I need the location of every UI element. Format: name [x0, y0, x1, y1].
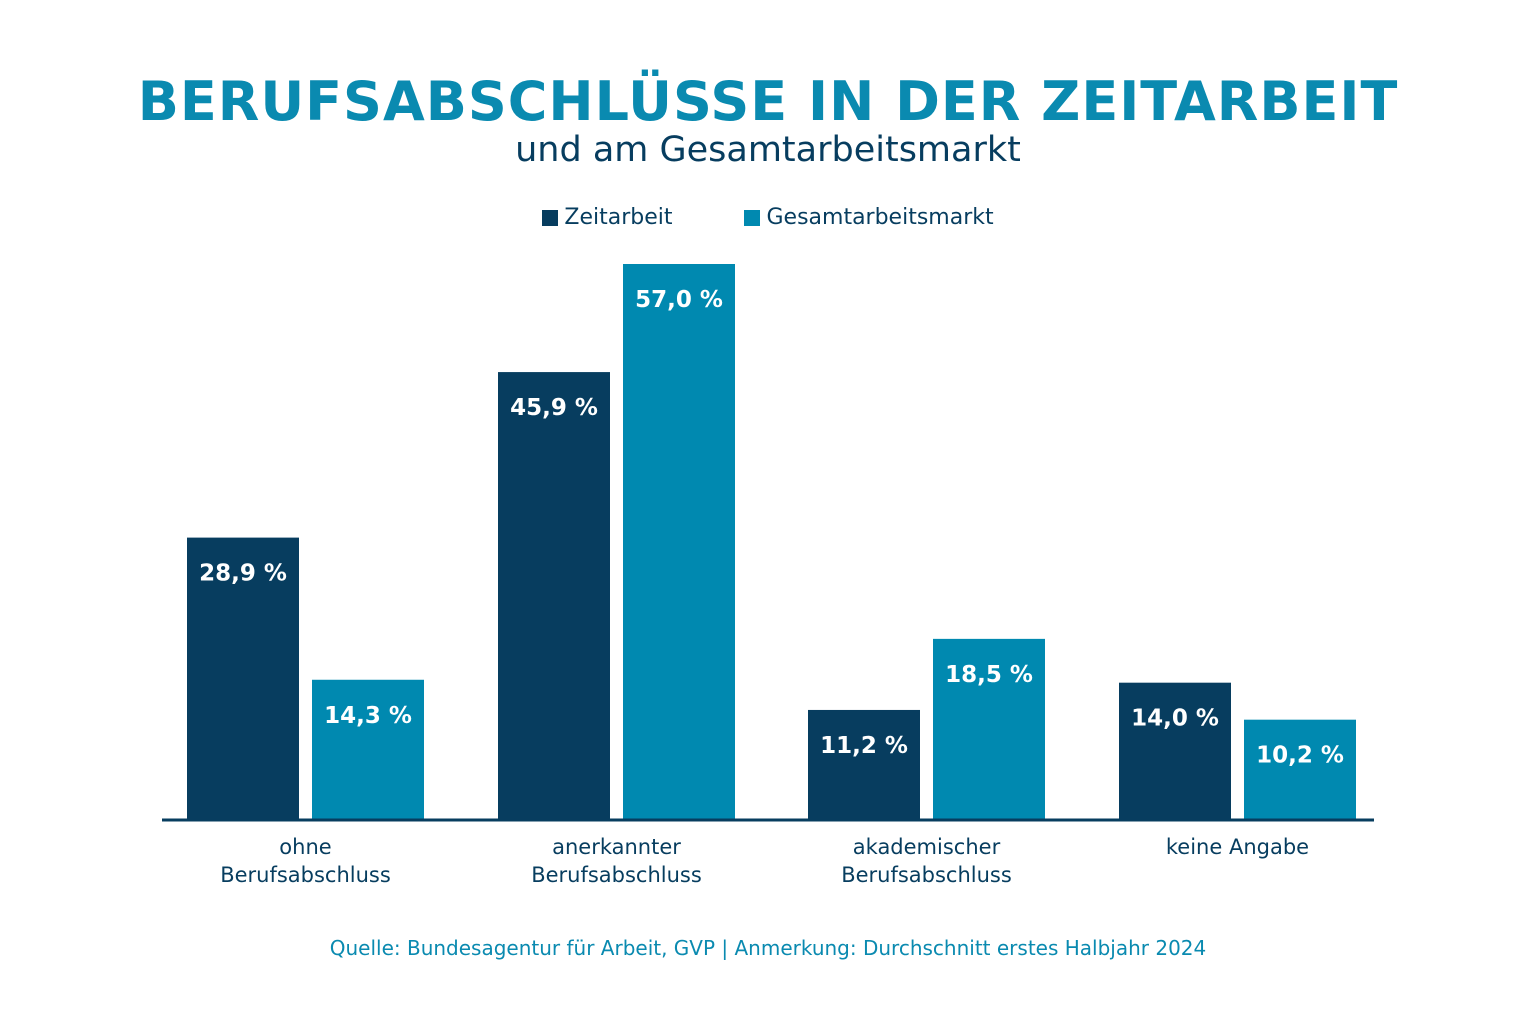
data-label-0-3: 14,0 % — [1131, 706, 1219, 732]
category-label-line: akademischer — [852, 835, 1001, 859]
data-label-1-2: 18,5 % — [945, 662, 1033, 688]
data-label-0-0: 28,9 % — [199, 561, 287, 587]
data-label-1-0: 14,3 % — [324, 703, 412, 729]
category-label: anerkannter Berufsabschluss — [467, 833, 767, 889]
legend-item-gesamtarbeitsmarkt: Gesamtarbeitsmarkt — [744, 205, 994, 230]
legend-label-zeitarbeit: Zeitarbeit — [564, 205, 673, 230]
chart-subtitle: und am Gesamtarbeitsmarkt — [515, 130, 1021, 170]
legend-item-zeitarbeit: Zeitarbeit — [542, 205, 672, 230]
data-label-1-1: 57,0 % — [635, 287, 723, 313]
bar-0-0 — [187, 537, 299, 819]
bar-1-3 — [1244, 719, 1356, 819]
bar-1-0 — [312, 679, 424, 819]
data-label-0-2: 11,2 % — [820, 733, 908, 759]
legend-label-gesamtarbeitsmarkt: Gesamtarbeitsmarkt — [766, 205, 994, 230]
category-label-line: Berufsabschluss — [841, 863, 1012, 887]
bar-1-2 — [933, 638, 1045, 819]
bar-0-2 — [808, 709, 920, 819]
data-label-0-1: 45,9 % — [510, 395, 598, 421]
category-label-line: ohne — [279, 835, 332, 859]
category-label-line: Berufsabschluss — [220, 863, 391, 887]
chart-title: BERUFSABSCHLÜSSE IN DER ZEITARBEIT — [137, 70, 1399, 133]
category-label: akademischer Berufsabschluss — [777, 833, 1077, 889]
bar-0-3 — [1119, 682, 1231, 819]
category-label-line: keine Angabe — [1165, 835, 1310, 859]
category-label: ohne Berufsabschluss — [156, 833, 456, 889]
legend: Zeitarbeit Gesamtarbeitsmarkt — [0, 205, 1536, 230]
legend-swatch-gesamtarbeitsmarkt — [744, 209, 761, 226]
bar-1-1 — [623, 264, 735, 819]
bar-0-1 — [498, 372, 610, 819]
category-label-line: Berufsabschluss — [531, 863, 702, 887]
legend-swatch-zeitarbeit — [542, 209, 559, 226]
category-label: keine Angabe — [1088, 833, 1388, 861]
source-note: Quelle: Bundesagentur für Arbeit, GVP | … — [329, 936, 1207, 960]
data-label-1-3: 10,2 % — [1256, 743, 1344, 769]
category-label-line: anerkannter — [552, 835, 681, 859]
